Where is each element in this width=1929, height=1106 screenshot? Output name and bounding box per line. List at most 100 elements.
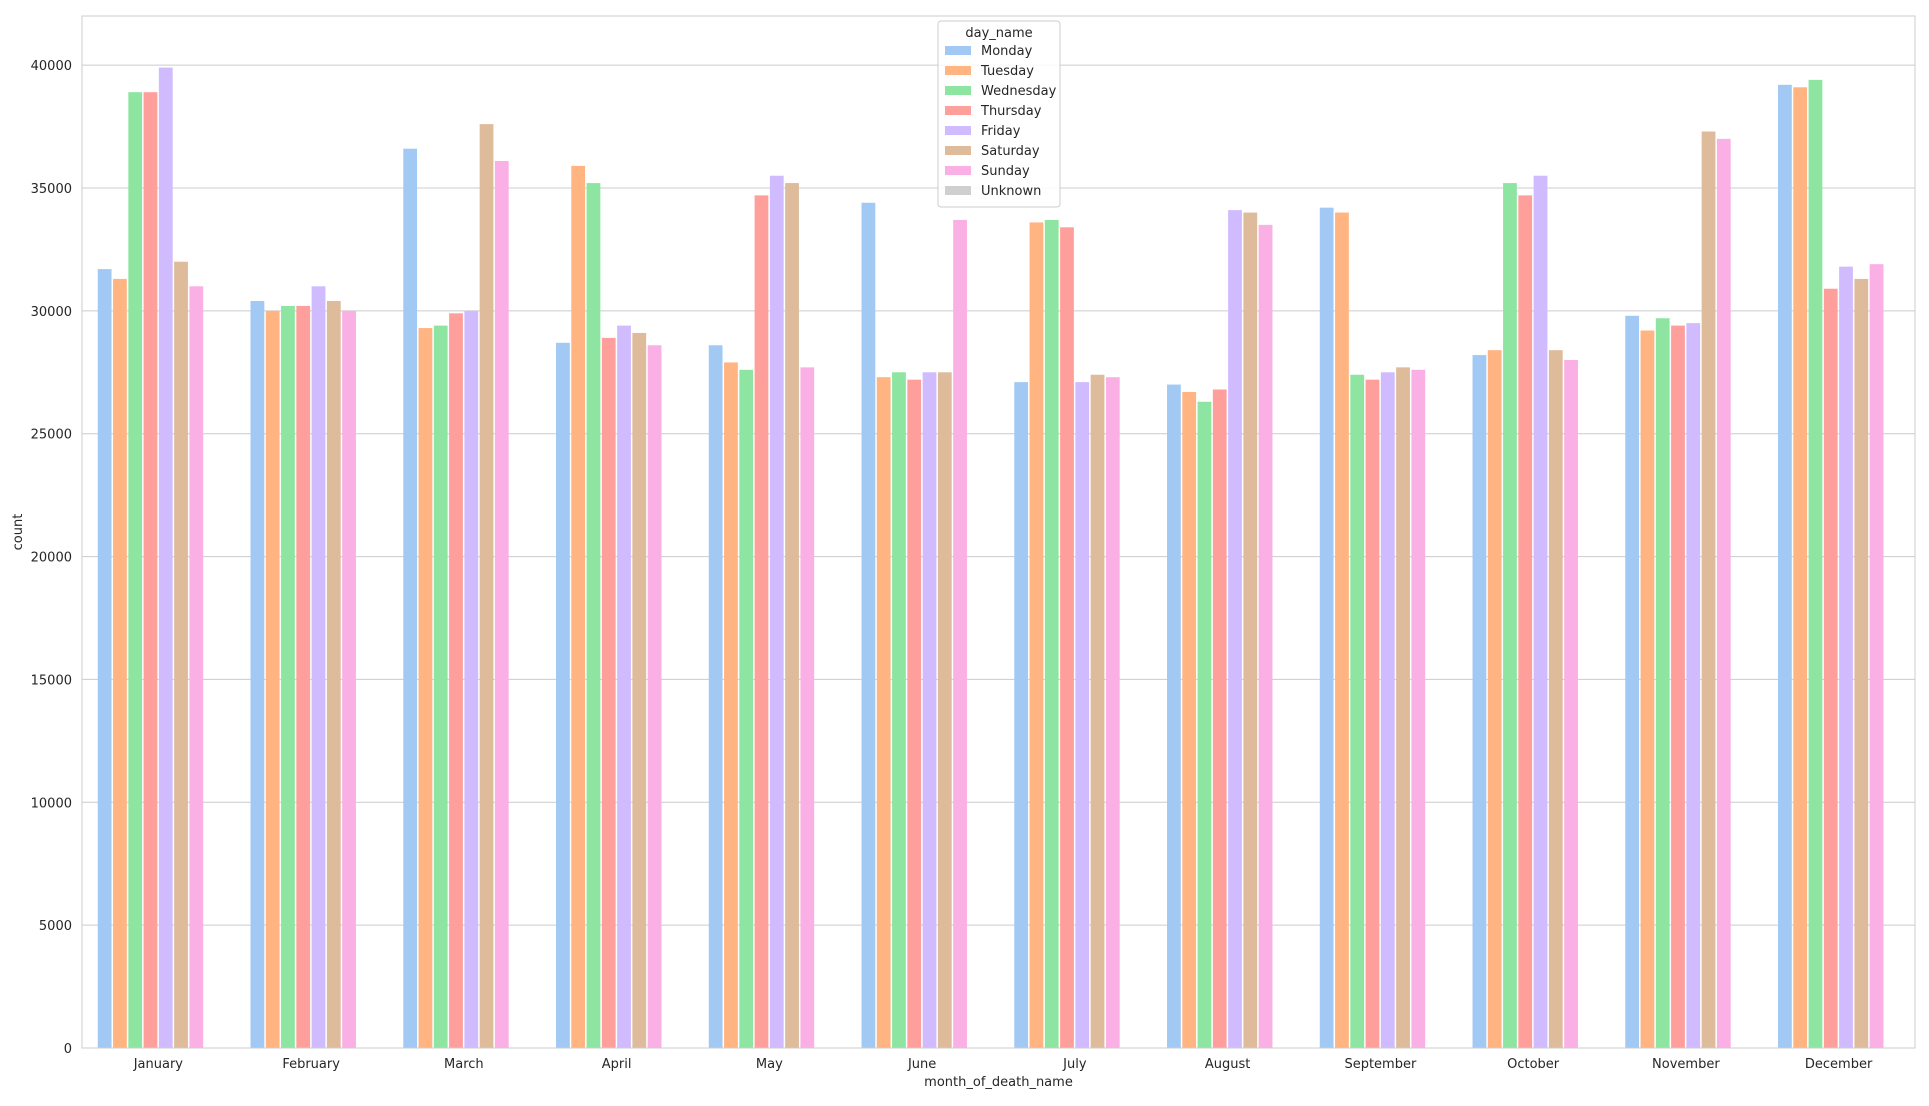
bar-thursday-february: [296, 305, 311, 1048]
legend-swatch: [945, 106, 971, 115]
y-tick-label: 10000: [31, 796, 72, 811]
y-tick-label: 5000: [39, 919, 72, 934]
bar-saturday-september: [1396, 367, 1410, 1048]
x-tick-label: March: [444, 1057, 484, 1072]
legend-items: Monday Tuesday Wednesday Thursday Friday Satu…: [945, 44, 1057, 199]
bar-monday-october: [1472, 355, 1487, 1049]
bar-saturday-january: [174, 261, 188, 1048]
legend-item: Saturday: [945, 144, 1040, 159]
bar-saturday-october: [1548, 350, 1563, 1049]
bar-monday-december: [1778, 84, 1792, 1049]
x-tick-label: January: [133, 1057, 184, 1072]
gridlines: [82, 64, 1915, 1049]
bar-friday-february: [311, 286, 326, 1048]
bar-wednesday-august: [1197, 401, 1212, 1048]
y-tick-labels: 0 5000 10000 15000 20000 25000 30000 35000 40000: [31, 59, 72, 1057]
y-tick-label: 35000: [31, 182, 72, 197]
bar-sunday-february: [342, 310, 356, 1048]
bar-wednesday-january: [128, 92, 143, 1048]
x-tick-label: May: [756, 1057, 783, 1072]
x-tick-label: July: [1062, 1057, 1087, 1072]
bar-sunday-november: [1716, 138, 1731, 1048]
bar-thursday-may: [754, 195, 769, 1048]
x-tick-label: November: [1652, 1057, 1720, 1072]
bar-wednesday-march: [433, 325, 448, 1049]
legend-swatch: [945, 146, 971, 155]
bar-wednesday-july: [1044, 219, 1059, 1048]
bar-wednesday-april: [586, 183, 601, 1049]
bar-sunday-december: [1869, 264, 1884, 1049]
bar-friday-april: [617, 325, 631, 1049]
legend-label: Unknown: [981, 184, 1041, 199]
bar-tuesday-february: [265, 310, 280, 1048]
bar-monday-march: [403, 148, 418, 1048]
bar-thursday-january: [143, 92, 158, 1048]
bar-monday-june: [861, 202, 876, 1048]
legend-label: Saturday: [981, 144, 1040, 159]
legend-label: Tuesday: [980, 64, 1034, 79]
bar-thursday-april: [601, 337, 616, 1048]
bar-thursday-december: [1823, 288, 1838, 1048]
bar-friday-august: [1228, 210, 1242, 1049]
legend: day_name Monday Tuesday Wednesday Thursday F…: [937, 20, 1061, 208]
bar-monday-january: [97, 269, 112, 1049]
legend-swatch: [945, 66, 971, 75]
bar-tuesday-august: [1182, 391, 1197, 1048]
y-tick-label: 40000: [31, 59, 72, 74]
bar-thursday-october: [1518, 195, 1533, 1048]
bar-thursday-july: [1060, 227, 1074, 1049]
bar-tuesday-july: [1029, 222, 1044, 1048]
bar-wednesday-december: [1808, 79, 1823, 1048]
bar-tuesday-march: [418, 328, 433, 1048]
x-tick-label: December: [1805, 1057, 1873, 1072]
bar-monday-july: [1014, 382, 1029, 1049]
bar-friday-december: [1839, 266, 1853, 1049]
y-tick-label: 0: [64, 1042, 72, 1057]
legend-item: Monday: [945, 44, 1033, 59]
x-tick-label: October: [1507, 1057, 1560, 1072]
legend-label: Sunday: [981, 164, 1030, 179]
bar-saturday-november: [1701, 131, 1716, 1048]
bar-monday-april: [556, 342, 570, 1048]
bar-friday-september: [1380, 372, 1395, 1048]
bar-saturday-august: [1243, 212, 1258, 1049]
bar-saturday-april: [632, 332, 647, 1048]
bar-monday-may: [708, 345, 723, 1048]
bar-friday-january: [158, 67, 173, 1049]
bar-friday-november: [1686, 323, 1701, 1049]
bar-saturday-february: [326, 301, 341, 1048]
bar-saturday-may: [785, 183, 799, 1049]
bar-tuesday-september: [1335, 212, 1349, 1049]
y-tick-label: 20000: [31, 551, 72, 566]
y-axis-title: count: [11, 514, 26, 551]
legend-item: Friday: [945, 124, 1021, 139]
bar-saturday-march: [479, 124, 494, 1049]
bar-sunday-march: [494, 160, 509, 1048]
bar-tuesday-april: [571, 165, 586, 1048]
legend-label: Thursday: [980, 104, 1042, 119]
bar-thursday-august: [1212, 389, 1227, 1048]
bar-thursday-november: [1671, 325, 1685, 1049]
bar-friday-may: [769, 175, 784, 1048]
bar-sunday-june: [953, 219, 967, 1048]
legend-swatch: [945, 186, 971, 195]
bar-tuesday-may: [724, 362, 738, 1048]
bar-sunday-january: [189, 286, 204, 1048]
bar-sunday-september: [1411, 369, 1426, 1048]
bar-wednesday-february: [281, 305, 295, 1048]
x-axis-title: month_of_death_name: [924, 1075, 1073, 1090]
legend-title: day_name: [965, 26, 1032, 41]
x-tick-label: April: [602, 1057, 632, 1072]
bar-friday-june: [922, 372, 937, 1048]
legend-item: Sunday: [945, 164, 1030, 179]
bar-friday-july: [1075, 382, 1090, 1049]
bar-thursday-september: [1365, 379, 1380, 1049]
legend-label: Wednesday: [981, 84, 1057, 99]
bars: [97, 67, 1884, 1049]
bar-friday-march: [464, 310, 479, 1048]
bar-monday-november: [1625, 315, 1640, 1048]
x-tick-label: February: [282, 1057, 340, 1072]
y-tick-label: 25000: [31, 428, 72, 443]
y-tick-label: 30000: [31, 305, 72, 320]
